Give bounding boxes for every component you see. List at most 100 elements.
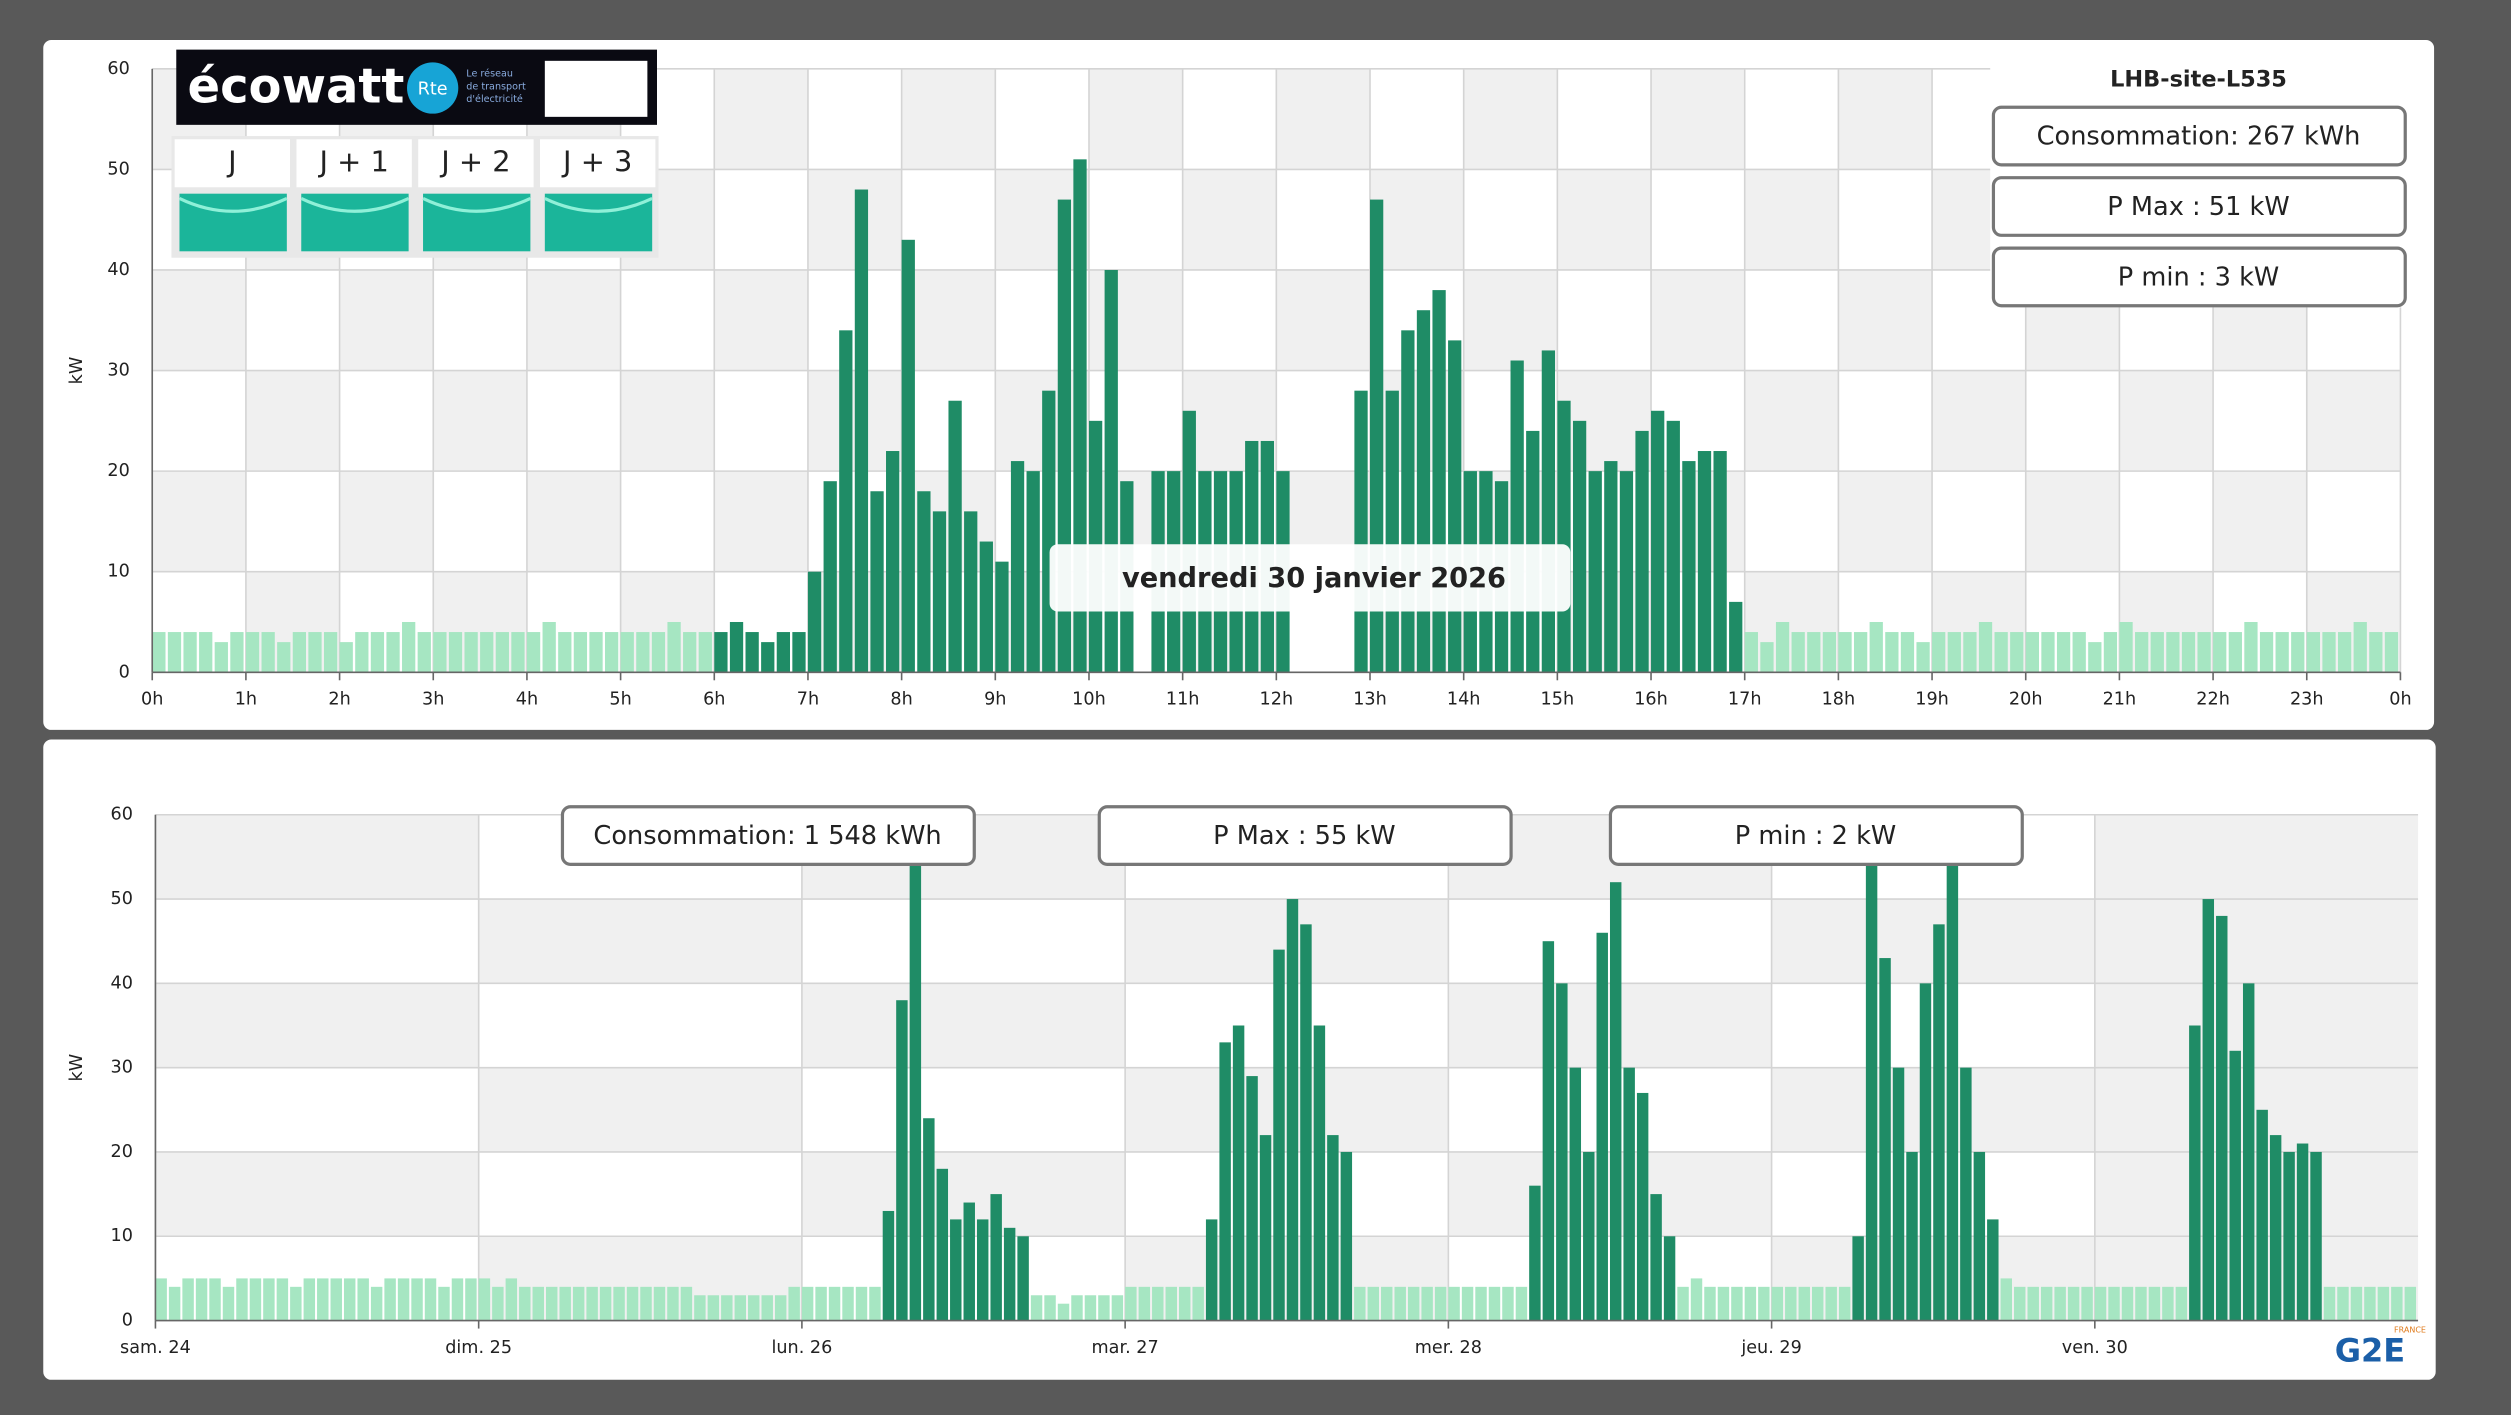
bar xyxy=(1098,1295,1110,1321)
bar xyxy=(909,856,922,1321)
date-label: vendredi 30 janvier 2026 xyxy=(1122,563,1506,594)
day-signal xyxy=(301,193,409,252)
day-signal xyxy=(544,193,653,252)
bar xyxy=(1588,471,1602,673)
bar xyxy=(1354,1286,1366,1321)
plot-band xyxy=(1370,68,1464,170)
bar xyxy=(292,632,307,673)
bar xyxy=(869,1286,881,1321)
bar xyxy=(1367,1286,1380,1321)
bar xyxy=(788,1286,800,1321)
day-label: J + 3 xyxy=(561,144,632,178)
bar xyxy=(152,632,166,673)
bar xyxy=(397,1278,410,1321)
bar xyxy=(870,491,884,673)
brand-country: FRANCE xyxy=(2394,1326,2426,1335)
bar xyxy=(680,1286,693,1321)
bar xyxy=(1811,1286,1824,1321)
plot-band xyxy=(1182,269,1277,371)
y-tick-label: 10 xyxy=(111,1226,133,1246)
bar xyxy=(249,1278,262,1321)
bar xyxy=(464,632,478,673)
bar xyxy=(2391,1286,2403,1321)
bar xyxy=(1434,1286,1447,1321)
y-tick-label: 30 xyxy=(111,1058,133,1078)
day-signal xyxy=(179,193,287,252)
bar xyxy=(734,1295,747,1321)
bar xyxy=(1125,1286,1137,1321)
bar xyxy=(667,621,681,673)
day-label: J + 2 xyxy=(439,144,510,178)
bar xyxy=(357,1278,369,1321)
bar xyxy=(1354,390,1368,673)
bar xyxy=(882,1210,895,1321)
plot-band xyxy=(1557,68,1652,170)
bar xyxy=(2242,983,2255,1321)
plot-band xyxy=(1932,471,2026,572)
bar xyxy=(573,632,588,673)
bar xyxy=(2150,632,2164,673)
bar xyxy=(694,1295,706,1321)
x-tick-label: 9h xyxy=(984,690,1006,710)
stat-box xyxy=(560,805,976,866)
bar xyxy=(2056,632,2071,673)
bar xyxy=(1744,632,1758,673)
bar xyxy=(842,1286,854,1321)
plot-band xyxy=(1088,370,1183,472)
y-tick-label: 20 xyxy=(107,461,129,481)
bar xyxy=(1963,632,1977,673)
bar xyxy=(2310,1151,2322,1321)
bar xyxy=(245,632,260,673)
plot-band xyxy=(1463,169,1558,270)
bar xyxy=(1448,340,1462,673)
gov-logo xyxy=(544,60,648,117)
bar xyxy=(620,632,634,673)
plot-band xyxy=(478,983,802,1068)
bar xyxy=(495,632,509,673)
bar xyxy=(1042,390,1056,673)
bar xyxy=(1744,1286,1757,1321)
bar xyxy=(721,1295,733,1321)
bar xyxy=(917,491,931,673)
bar xyxy=(792,632,806,673)
plot-band xyxy=(1370,269,1464,371)
bar xyxy=(1385,390,1399,673)
bar xyxy=(2197,632,2211,673)
bar xyxy=(990,1194,1002,1321)
stat-box xyxy=(1991,176,2407,237)
bar xyxy=(698,632,712,673)
bar xyxy=(1205,1219,1218,1321)
bar xyxy=(572,1286,585,1321)
bar xyxy=(1394,1286,1406,1321)
bar xyxy=(1906,1151,1918,1321)
bar xyxy=(776,632,791,673)
bar xyxy=(559,1286,571,1321)
bar xyxy=(745,632,759,673)
bar xyxy=(478,1278,491,1321)
bar xyxy=(199,632,213,673)
bar xyxy=(604,632,619,673)
bar xyxy=(2306,632,2321,673)
y-tick-label: 40 xyxy=(107,260,129,280)
x-tick-label: 0h xyxy=(2389,690,2411,710)
plot-band xyxy=(152,370,246,472)
bar xyxy=(343,1278,356,1321)
bar xyxy=(2202,899,2215,1321)
bar xyxy=(828,1286,841,1321)
x-tick-label: sam. 24 xyxy=(120,1338,191,1358)
bar xyxy=(2000,1278,2012,1321)
bar xyxy=(303,1278,316,1321)
rte-text: de transport xyxy=(466,81,526,92)
bar xyxy=(2275,632,2289,673)
bar xyxy=(964,511,978,673)
bar xyxy=(589,632,603,673)
bar xyxy=(451,1278,464,1321)
bar xyxy=(2088,642,2102,673)
bar xyxy=(1529,1185,1541,1321)
bar xyxy=(1807,632,1821,673)
ecowatt-logo: écowatt xyxy=(187,59,404,115)
bar xyxy=(1219,1042,1231,1321)
bar xyxy=(1682,461,1696,673)
bar xyxy=(1596,932,1608,1321)
